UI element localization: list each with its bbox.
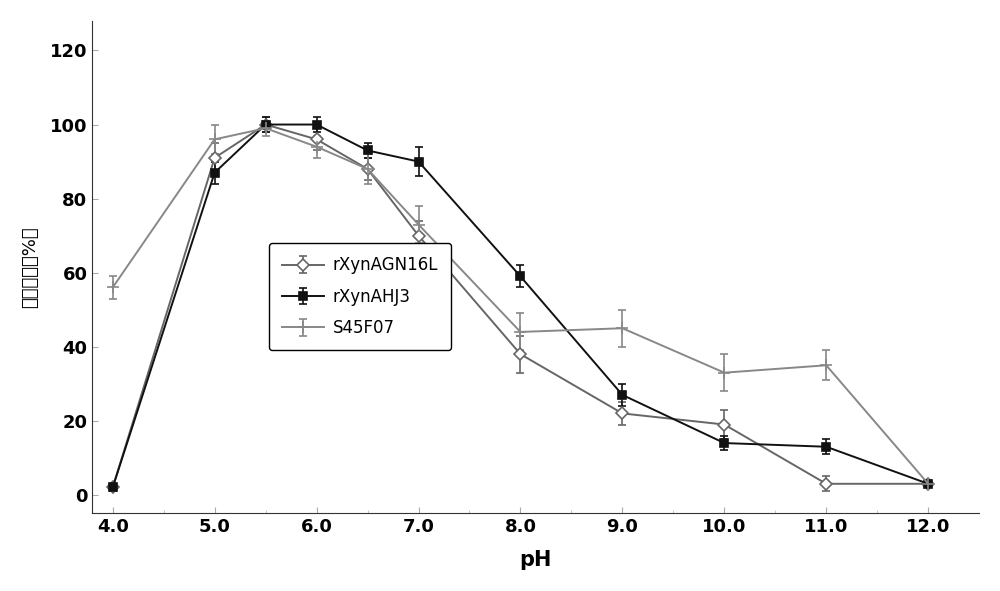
- Y-axis label: 相对酶活（%）: 相对酶活（%）: [21, 226, 39, 308]
- X-axis label: pH: pH: [520, 550, 552, 570]
- Legend: rXynAGN16L, rXynAHJ3, S45F07: rXynAGN16L, rXynAHJ3, S45F07: [269, 243, 451, 350]
